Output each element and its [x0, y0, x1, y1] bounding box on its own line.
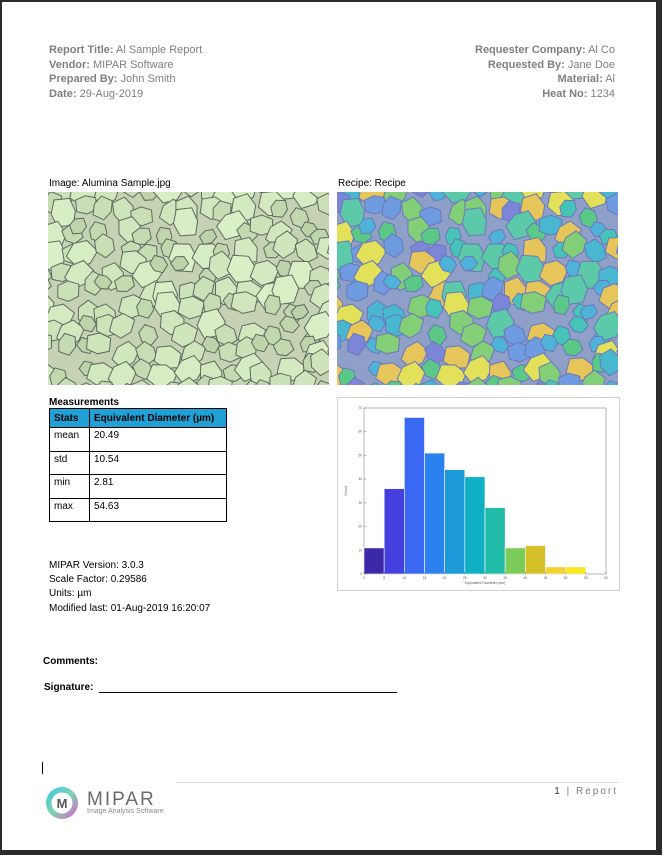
- right-key: Material:: [557, 73, 603, 85]
- mipar-logo-icon: M: [44, 785, 80, 826]
- histogram-bar: [464, 476, 486, 575]
- stat-value: 54.63: [89, 497, 227, 522]
- page-number-value: 1: [554, 786, 562, 797]
- histogram-chart: 0 5 10 15 20 25 30 35 40 45 50 55 60 0 10 20 30 40 50 60 70 E…: [337, 397, 620, 591]
- x-tick-label: 20: [443, 576, 447, 580]
- histogram-bar: [484, 507, 506, 575]
- stat-name: min: [49, 474, 90, 499]
- stat-name: std: [49, 450, 90, 475]
- signature-line[interactable]: [99, 692, 397, 693]
- histogram-bar: [525, 545, 546, 575]
- left-value: MIPAR Software: [93, 58, 174, 71]
- right-key: Requester Company:: [475, 44, 586, 56]
- x-tick-label: 15: [423, 576, 427, 580]
- histogram-bar: [504, 547, 526, 575]
- image-caption: Image: Alumina Sample.jpg: [49, 178, 171, 189]
- logo-tagline: Image Analysis Software: [87, 808, 164, 815]
- y-tick-label: 10: [358, 548, 362, 552]
- recipe-image: [337, 192, 618, 385]
- diameter-header: Equivalent Diameter (µm): [89, 408, 227, 428]
- stat-value: 2.81: [89, 474, 227, 499]
- y-tick-label: 0: [360, 572, 362, 576]
- right-value: Al Co: [588, 44, 615, 56]
- stat-value: 10.54: [89, 450, 227, 475]
- left-key: Prepared By:: [49, 73, 118, 85]
- left-key: Date:: [49, 87, 77, 100]
- info-block: MIPAR Version: 3.0.3 Scale Factor: 0.295…: [49, 559, 210, 616]
- histogram-bar: [565, 566, 587, 575]
- stat-value: 20.49: [89, 427, 227, 452]
- stat-name: max: [49, 497, 90, 522]
- measurements-title: Measurements: [49, 397, 120, 408]
- recipe-caption: Recipe: Recipe: [338, 178, 406, 189]
- footer-divider: [176, 782, 619, 783]
- right-value: Al: [605, 73, 615, 85]
- logo-initial: M: [57, 796, 68, 811]
- y-tick-label: 20: [358, 525, 362, 529]
- right-line-2: Material: Al: [475, 72, 615, 87]
- measurements-table: Stats Equivalent Diameter (µm) mean 20.49…: [49, 408, 227, 522]
- x-tick-label: 60: [604, 576, 608, 580]
- right-value: 1234: [590, 87, 615, 100]
- table-row: mean 20.49: [49, 427, 227, 452]
- right-key: Heat No:: [542, 87, 588, 100]
- left-line-2: Prepared By: John Smith: [49, 72, 202, 87]
- page-word: Report: [575, 786, 618, 797]
- histogram-bar: [363, 547, 385, 575]
- histogram-bar: [424, 452, 445, 575]
- left-line-3: Date: 29-Aug-2019: [49, 87, 202, 102]
- logo-name: MIPAR: [87, 789, 156, 810]
- histogram-bar: [404, 417, 425, 575]
- x-tick-label: 30: [483, 576, 487, 580]
- left-value: Al Sample Report: [116, 44, 203, 56]
- comments-label: Comments:: [43, 656, 99, 667]
- header-left: Report Title: Al Sample Report Vendor: MI…: [49, 43, 202, 101]
- left-line-1: Vendor: MIPAR Software: [49, 58, 202, 73]
- y-axis-label: Count: [344, 486, 348, 496]
- sample-image: [48, 192, 329, 385]
- x-tick-label: 45: [544, 576, 548, 580]
- header-right: Requester Company: Al Co Requested By: Ja…: [475, 43, 615, 101]
- x-tick-label: 55: [584, 576, 588, 580]
- table-row: std 10.54: [49, 450, 227, 475]
- scale-factor: Scale Factor: 0.29586: [49, 574, 147, 586]
- stat-name: mean: [49, 427, 90, 452]
- histogram-bar: [444, 469, 466, 575]
- units: Units: µm: [49, 588, 92, 600]
- table-row: max 54.63: [49, 497, 227, 522]
- right-key: Requested By:: [487, 58, 565, 71]
- histogram-bar: [383, 488, 405, 575]
- x-tick-label: 5: [383, 576, 385, 580]
- page-separator: |: [566, 786, 572, 797]
- x-tick-label: 50: [564, 576, 568, 580]
- x-tick-label: 35: [503, 576, 507, 580]
- mipar-version: MIPAR Version: 3.0.3: [49, 560, 144, 571]
- stats-header: Stats: [49, 408, 90, 428]
- right-value: Jane Doe: [567, 58, 615, 71]
- left-line-0: Report Title: Al Sample Report: [49, 43, 202, 58]
- y-tick-label: 40: [358, 477, 362, 481]
- signature-label: Signature:: [44, 682, 94, 693]
- left-key: Vendor:: [49, 58, 90, 71]
- x-tick-label: 25: [463, 576, 467, 580]
- right-line-3: Heat No: 1234: [475, 87, 615, 102]
- x-tick-label: 40: [524, 576, 528, 580]
- x-tick-label: 0: [363, 576, 365, 580]
- y-tick-label: 50: [358, 453, 362, 457]
- left-key: Report Title:: [49, 44, 114, 56]
- table-row: min 2.81: [49, 474, 227, 499]
- y-tick-label: 70: [358, 406, 362, 410]
- y-tick-label: 60: [358, 430, 362, 434]
- x-tick-label: 10: [403, 576, 407, 580]
- modified-last: Modified last: 01-Aug-2019 16:20:07: [49, 602, 211, 614]
- y-tick-label: 30: [358, 501, 362, 505]
- right-line-0: Requester Company: Al Co: [475, 43, 615, 58]
- right-line-1: Requested By: Jane Doe: [475, 58, 615, 73]
- text-cursor: [42, 762, 43, 774]
- x-axis-label: Equivalent Diameter (um): [465, 581, 506, 585]
- histogram-bar: [545, 566, 566, 575]
- left-value: 29-Aug-2019: [79, 87, 144, 100]
- page-number: 1 | Report: [554, 786, 618, 797]
- left-value: John Smith: [120, 73, 176, 85]
